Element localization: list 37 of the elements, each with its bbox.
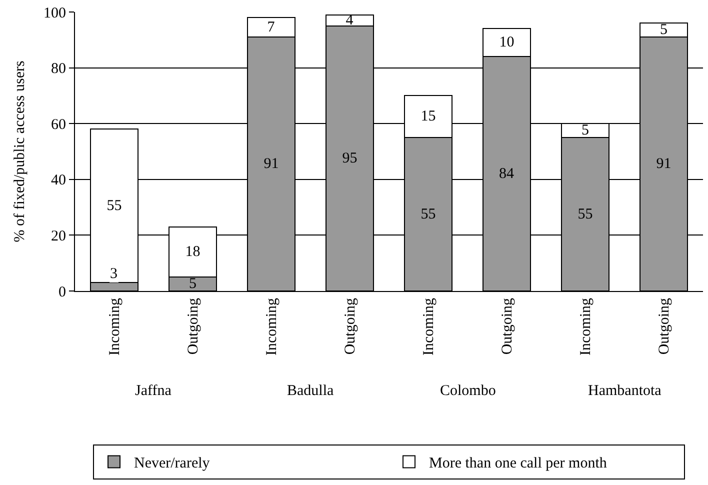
text: Jaffna xyxy=(135,383,172,399)
data-label: 5 xyxy=(582,122,589,139)
y-tick-label: 60 xyxy=(51,116,66,133)
text: Badulla xyxy=(287,383,334,399)
data-label: 5 xyxy=(660,22,668,38)
x-tick-label: Incoming xyxy=(107,298,124,356)
x-tick-label: Incoming xyxy=(578,298,594,356)
data-label: 91 xyxy=(264,156,279,172)
y-tick-label: 80 xyxy=(51,61,66,78)
data-label: 95 xyxy=(342,150,358,166)
data-label: 84 xyxy=(499,166,514,182)
legend-label: More than one call per month xyxy=(429,456,608,472)
data-label: 15 xyxy=(420,108,436,125)
data-label: 4 xyxy=(346,12,354,28)
x-tick-label: Outgoing xyxy=(342,298,359,355)
data-label: 55 xyxy=(578,206,593,222)
x-tick-label: Outgoing xyxy=(500,298,516,355)
data-label: 10 xyxy=(499,34,514,51)
y-tick-label: 100 xyxy=(44,5,66,22)
text: Colombo xyxy=(440,383,496,399)
legend-label: Never/rarely xyxy=(134,456,210,472)
data-label: 55 xyxy=(106,198,122,214)
x-tick-label: Outgoing xyxy=(186,298,202,355)
data-label: 91 xyxy=(656,156,672,172)
data-label: 3 xyxy=(110,266,118,282)
y-axis-title: % of fixed/public access users xyxy=(12,60,28,242)
data-label: 18 xyxy=(185,244,200,260)
text: Hambantota xyxy=(588,383,662,399)
y-tick-label: 0 xyxy=(58,284,66,300)
y-tick-label: 20 xyxy=(51,228,66,244)
data-label: 55 xyxy=(420,206,436,222)
data-label: 7 xyxy=(267,19,276,36)
x-tick-label: Outgoing xyxy=(656,298,673,355)
y-tick-label: 40 xyxy=(51,172,66,189)
x-tick-label: Incoming xyxy=(421,298,438,356)
x-tick-label: Incoming xyxy=(264,298,280,356)
data-label: 5 xyxy=(189,276,196,292)
